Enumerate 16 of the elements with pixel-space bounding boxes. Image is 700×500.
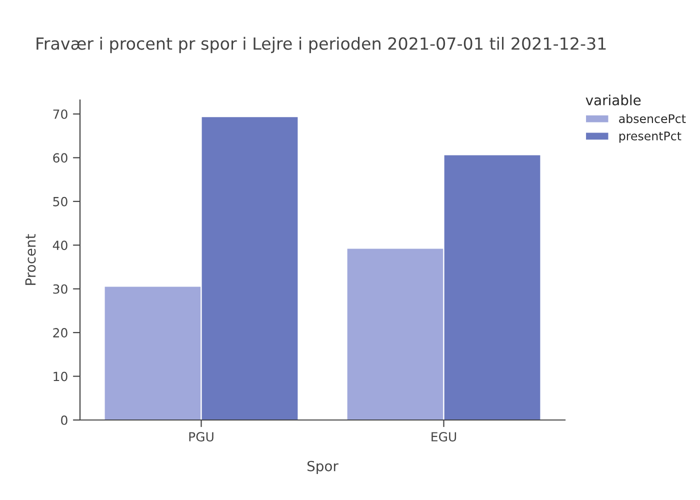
legend-label: absencePct — [619, 114, 686, 124]
y-tick-label: 0 — [61, 415, 68, 425]
y-tick-label: 60 — [53, 153, 68, 163]
legend-label: presentPct — [619, 132, 682, 143]
y-tick-label: 40 — [52, 240, 68, 250]
y-tick-label: 50 — [53, 196, 68, 206]
y-tick-label: 10 — [54, 372, 68, 382]
y-tick-label: 70 — [53, 109, 68, 119]
chart-title: Fravær i procent pr spor i Lejre i perioden 2021-07-01 til 2021-12-31 — [36, 36, 606, 54]
y-tick-label: 20 — [53, 328, 68, 338]
legend-title: variable — [586, 94, 641, 106]
y-axis-title: Procent — [25, 234, 36, 285]
x-tick-label: PGU — [189, 432, 214, 442]
y-tick-label: 30 — [53, 284, 68, 294]
x-tick-label: EGU — [432, 432, 456, 442]
x-axis-title: Spor — [307, 460, 338, 474]
